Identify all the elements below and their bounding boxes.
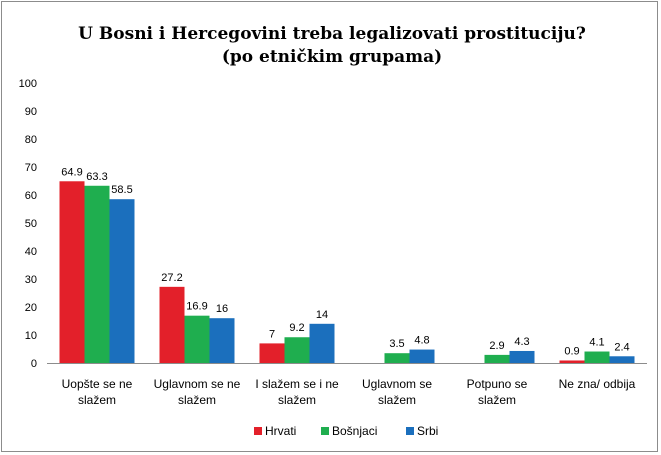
bar-srbi xyxy=(509,350,535,363)
data-label: 3.5 xyxy=(389,338,404,350)
bar-hrvati xyxy=(59,181,85,363)
category-label: Uopšte se ne xyxy=(62,377,133,391)
bar-bošnjaci xyxy=(384,353,410,363)
data-label: 14 xyxy=(316,309,328,321)
bar-bošnjaci xyxy=(84,185,110,363)
legend: Hrvati Bošnjaci Srbi xyxy=(254,424,438,438)
y-tick-label: 40 xyxy=(25,246,37,258)
category-label: Potpuno se xyxy=(467,377,528,391)
y-tick-label: 50 xyxy=(25,218,37,230)
category-label: slažem xyxy=(278,393,316,407)
category-label: I slažem se i ne xyxy=(255,377,339,391)
category-label: slažem xyxy=(378,393,416,407)
bar-bošnjaci xyxy=(284,337,310,363)
data-label: 0.9 xyxy=(564,345,579,357)
data-label: 58.5 xyxy=(111,184,132,196)
y-tick-label: 20 xyxy=(25,302,37,314)
data-label: 27.2 xyxy=(161,272,182,284)
data-label: 4.3 xyxy=(514,336,529,348)
legend-label: Srbi xyxy=(417,424,438,438)
data-label: 2.9 xyxy=(489,340,504,352)
bar-srbi xyxy=(409,349,435,363)
data-label: 9.2 xyxy=(289,322,304,334)
bar-bošnjaci xyxy=(484,354,510,363)
chart-subtitle: (po etničkim grupama) xyxy=(222,47,442,67)
data-label: 16.9 xyxy=(186,301,207,313)
y-tick-label: 80 xyxy=(25,134,37,146)
bar-srbi xyxy=(309,323,335,363)
data-label: 16 xyxy=(216,303,228,315)
data-label: 64.9 xyxy=(61,166,82,178)
category-label: Uglavnom se ne xyxy=(154,377,241,391)
data-label: 4.8 xyxy=(414,335,429,347)
legend-label: Hrvati xyxy=(265,424,296,438)
bar-hrvati xyxy=(259,343,285,363)
y-tick-label: 10 xyxy=(25,330,37,342)
bars-group: 64.9 63.3 58.5 27.2 16.9 16 7 9.2 14 3.5 4.8 2.9 4.3… xyxy=(59,166,635,363)
category-label: Ne zna/ odbija xyxy=(559,377,636,391)
bar-srbi xyxy=(109,199,135,363)
bar-srbi xyxy=(209,318,235,363)
y-tick-label: 70 xyxy=(25,162,37,174)
bar-bošnjaci xyxy=(584,351,610,363)
bar-srbi xyxy=(609,356,635,363)
y-tick-label: 90 xyxy=(25,106,37,118)
y-tick-label: 0 xyxy=(31,358,37,370)
x-axis: Uopšte se ne slažem Uglavnom se ne slažem I … xyxy=(47,363,647,407)
y-tick-label: 60 xyxy=(25,190,37,202)
bar-bošnjaci xyxy=(184,315,210,363)
legend-swatch-bošnjaci xyxy=(321,427,329,435)
category-label: slažem xyxy=(78,393,116,407)
y-tick-label: 100 xyxy=(19,78,37,90)
category-label: slažem xyxy=(478,393,516,407)
y-tick-label: 30 xyxy=(25,274,37,286)
bar-hrvati xyxy=(559,360,585,363)
category-label: Uglavnom se xyxy=(362,377,432,391)
category-label: slažem xyxy=(178,393,216,407)
legend-label: Bošnjaci xyxy=(332,424,377,438)
bar-hrvati xyxy=(159,286,185,363)
y-axis: 0 10 20 30 40 50 60 70 80 90 100 xyxy=(19,78,37,370)
data-label: 7 xyxy=(269,328,275,340)
chart-title: U Bosni i Hercegovini treba legalizovati… xyxy=(78,24,586,44)
legend-swatch-srbi xyxy=(406,427,414,435)
data-label: 4.1 xyxy=(589,337,604,349)
data-label: 2.4 xyxy=(614,341,629,353)
legend-swatch-hrvati xyxy=(254,427,262,435)
data-label: 63.3 xyxy=(86,171,107,183)
